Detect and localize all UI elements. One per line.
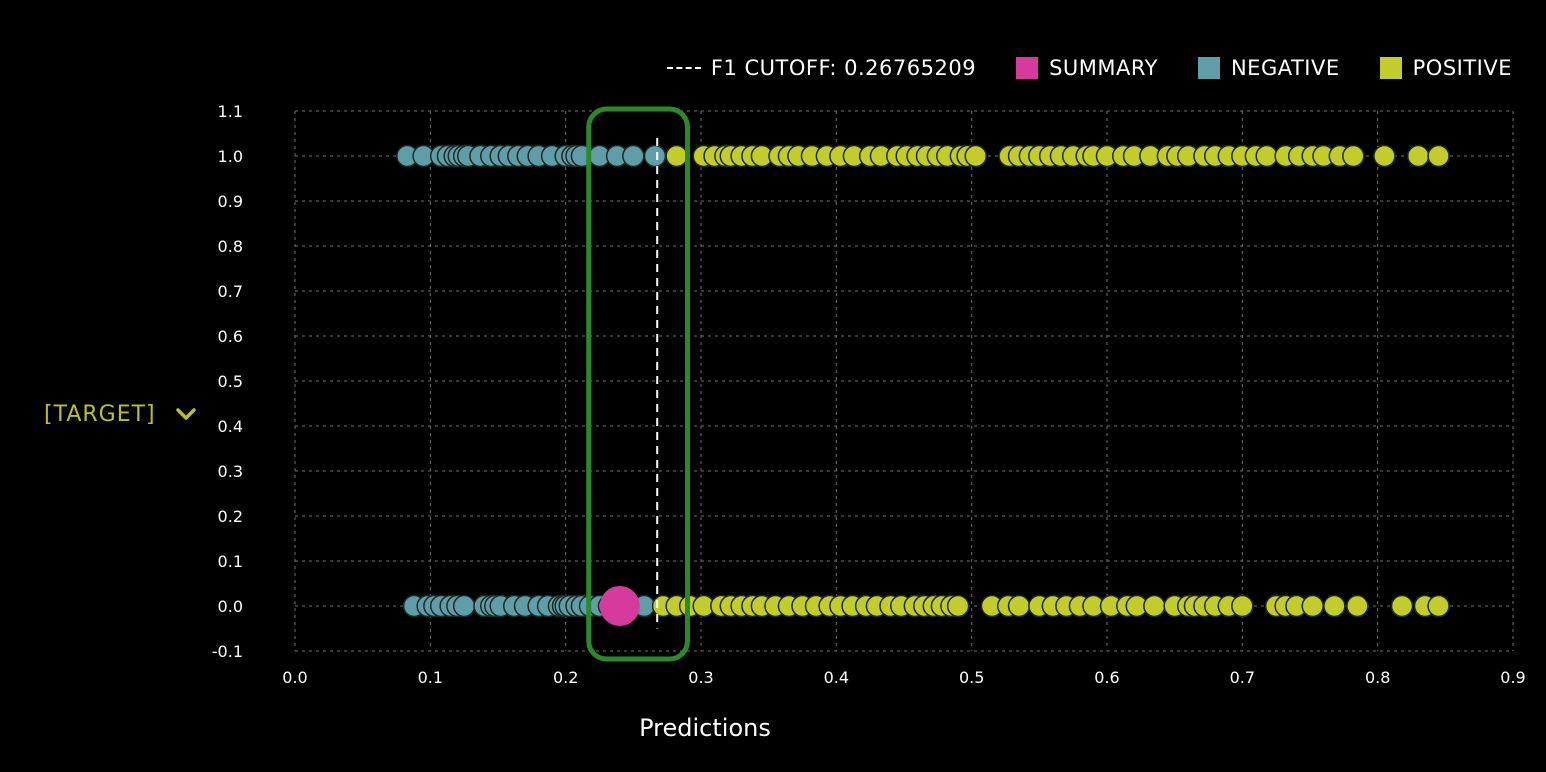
y-tick-label: 0.1 (218, 552, 243, 571)
x-tick-label: 0.6 (1094, 668, 1119, 687)
legend-label-cutoff: F1 CUTOFF: 0.26765209 (710, 56, 977, 80)
point-positive[interactable] (1007, 594, 1031, 618)
point-positive[interactable] (1373, 144, 1396, 168)
highlight-box (586, 106, 690, 662)
positive-swatch (1379, 57, 1402, 79)
point-positive[interactable] (1427, 144, 1450, 168)
negative-swatch (1197, 57, 1220, 79)
point-positive[interactable] (1323, 594, 1346, 618)
x-tick-label: 0.7 (1230, 668, 1255, 687)
y-tick-label: 0.8 (218, 237, 243, 256)
y-tick-label: 0.5 (218, 372, 243, 391)
x-tick-label: 0.5 (959, 668, 984, 687)
x-tick-label: 0.9 (1500, 668, 1525, 687)
y-tick-label: 0.4 (218, 417, 243, 436)
x-tick-label: 0.4 (824, 668, 849, 687)
y-tick-label: 0.2 (218, 507, 243, 526)
y-tick-label: 0.3 (218, 462, 243, 481)
point-positive[interactable] (665, 144, 688, 168)
x-tick-label: 0.0 (282, 668, 307, 687)
point-positive[interactable] (964, 144, 987, 168)
point-positive[interactable] (946, 594, 970, 618)
y-tick-label: 0.6 (218, 327, 243, 346)
legend-label-summary: SUMMARY (1049, 56, 1158, 80)
point-negative[interactable] (643, 144, 667, 168)
y-tick-label: 0.0 (218, 597, 243, 616)
point-positive[interactable] (1301, 594, 1324, 618)
grid (294, 110, 1514, 652)
chevron-down-icon (175, 402, 196, 427)
point-positive[interactable] (1427, 594, 1450, 618)
point-summary[interactable] (599, 586, 640, 626)
y-tick-label: 0.9 (218, 192, 243, 211)
point-positive[interactable] (1342, 144, 1365, 168)
highlight-layer (586, 106, 690, 662)
y-tick-label: -0.1 (212, 642, 243, 661)
legend: F1 CUTOFF: 0.26765209 SUMMARY NEGATIVE P… (666, 56, 1512, 80)
cutoff-dash-swatch (666, 67, 701, 69)
point-positive[interactable] (1143, 594, 1166, 618)
legend-item-cutoff: F1 CUTOFF: 0.26765209 (666, 56, 977, 80)
legend-item-summary[interactable]: SUMMARY (1016, 56, 1158, 80)
legend-item-positive[interactable]: POSITIVE (1379, 56, 1512, 80)
point-positive[interactable] (1231, 594, 1254, 618)
point-positive[interactable] (1407, 144, 1430, 168)
x-tick-label: 0.3 (688, 668, 713, 687)
point-negative[interactable] (622, 144, 645, 168)
target-selector-label: [TARGET] (44, 402, 156, 427)
legend-item-negative[interactable]: NEGATIVE (1197, 56, 1340, 80)
y-tick-label: 1.1 (218, 102, 243, 121)
point-positive[interactable] (1255, 144, 1278, 168)
y-tick-label: 1.0 (218, 147, 243, 166)
tick-labels: 0.0 0.1 0.2 0.3 0.4 0.5 0.6 0.7 0.8 0.9 1.1 1.0 0.9 0… (212, 102, 1526, 687)
legend-label-negative: NEGATIVE (1230, 56, 1340, 80)
target-selector[interactable]: [TARGET] (44, 402, 196, 427)
y-tick-label: 0.7 (218, 282, 243, 301)
x-tick-label: 0.1 (418, 668, 443, 687)
x-axis-label: Predictions (639, 714, 771, 742)
point-positive[interactable] (1390, 594, 1414, 618)
points-layer (396, 144, 1450, 626)
point-negative[interactable] (452, 594, 476, 618)
point-positive[interactable] (1346, 594, 1369, 618)
x-tick-label: 0.2 (553, 668, 578, 687)
summary-swatch (1016, 57, 1039, 79)
legend-label-positive: POSITIVE (1412, 56, 1512, 80)
x-tick-label: 0.8 (1365, 668, 1390, 687)
